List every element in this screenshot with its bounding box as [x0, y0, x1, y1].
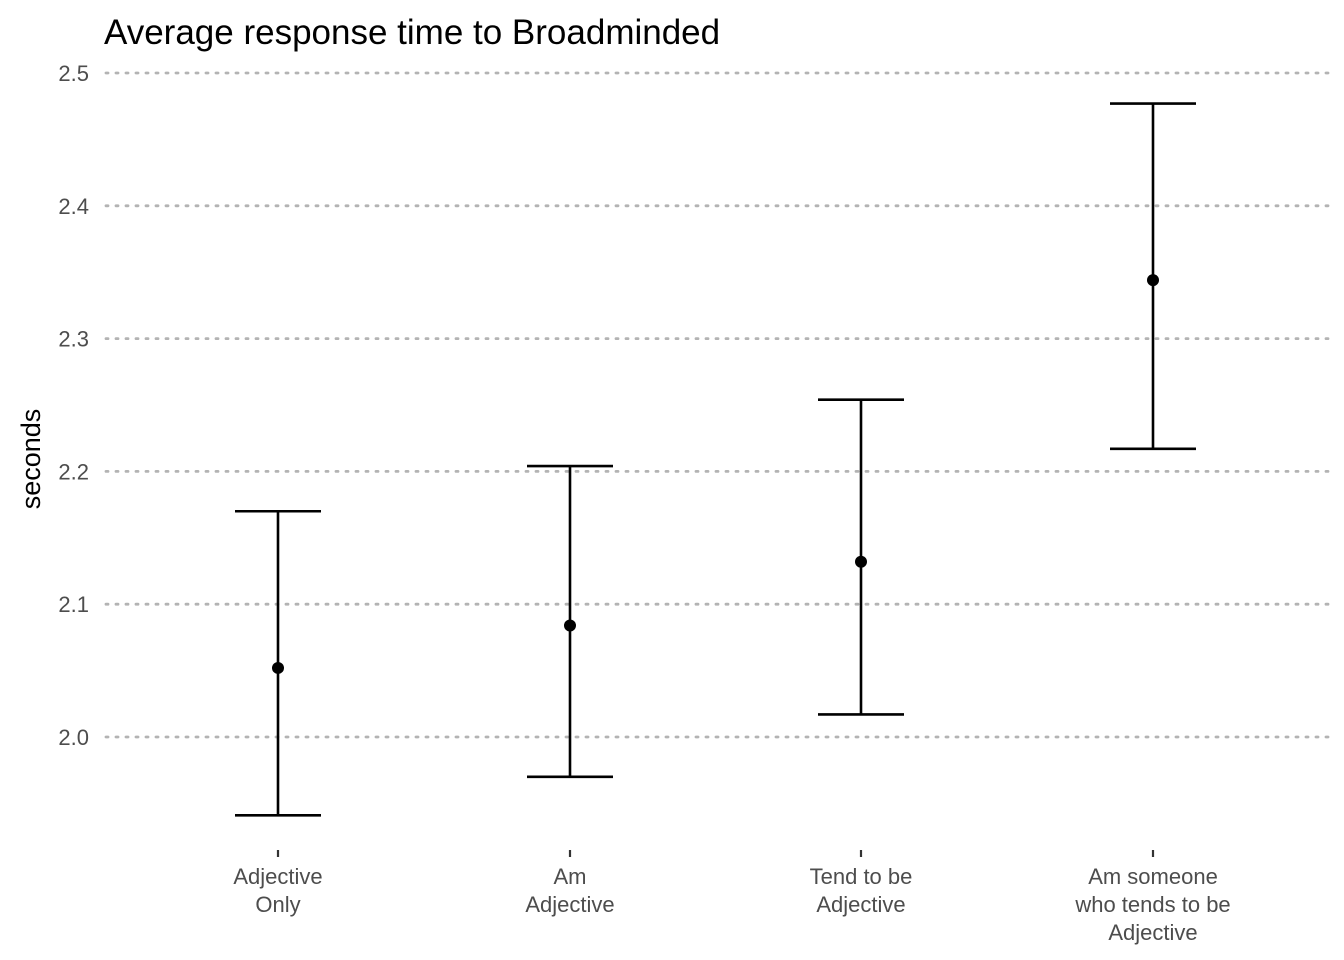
- mean-point: [855, 555, 867, 568]
- y-tick-label: 2.5: [58, 61, 89, 86]
- y-axis: 2.0 2.1 2.2 2.3 2.4 2.5: [58, 61, 89, 750]
- mean-point: [564, 619, 576, 632]
- x-tick-label-line: Tend to be: [810, 864, 913, 889]
- x-tick-label: Am someone who tends to be Adjective: [1074, 864, 1230, 945]
- x-tick-label-line: Adjective: [525, 892, 614, 917]
- x-tick-label-line: Adjective: [233, 864, 322, 889]
- x-tick-label: Adjective Only: [233, 864, 322, 917]
- mean-point: [272, 661, 284, 674]
- mean-point: [1147, 274, 1159, 287]
- y-tick-label: 2.1: [58, 592, 89, 617]
- x-axis: Adjective Only Am Adjective Tend to be Adject…: [233, 850, 1231, 945]
- plot-marks: [235, 102, 1196, 817]
- x-tick-label: Am Adjective: [525, 864, 614, 917]
- x-tick-label-line: Am: [554, 864, 587, 889]
- grid-layer: [104, 71, 1338, 739]
- y-tick-label: 2.0: [58, 725, 89, 750]
- x-tick-label: Tend to be Adjective: [810, 864, 913, 917]
- y-axis-label: seconds: [16, 409, 46, 510]
- x-tick-label-line: who tends to be: [1074, 892, 1230, 917]
- errorbar-group: [527, 464, 613, 779]
- chart-title: Average response time to Broadminded: [104, 13, 720, 52]
- errorbar-group: [818, 398, 904, 716]
- y-tick-label: 2.2: [58, 459, 89, 484]
- y-tick-label: 2.3: [58, 327, 89, 352]
- x-tick-label-line: Adjective: [816, 892, 905, 917]
- errorbar-group: [1110, 102, 1196, 451]
- x-tick-label-line: Only: [255, 892, 300, 917]
- x-tick-label-line: Adjective: [1108, 920, 1197, 945]
- y-tick-label: 2.4: [58, 194, 89, 219]
- x-tick-label-line: Am someone: [1088, 864, 1218, 889]
- errorbar-group: [235, 509, 321, 817]
